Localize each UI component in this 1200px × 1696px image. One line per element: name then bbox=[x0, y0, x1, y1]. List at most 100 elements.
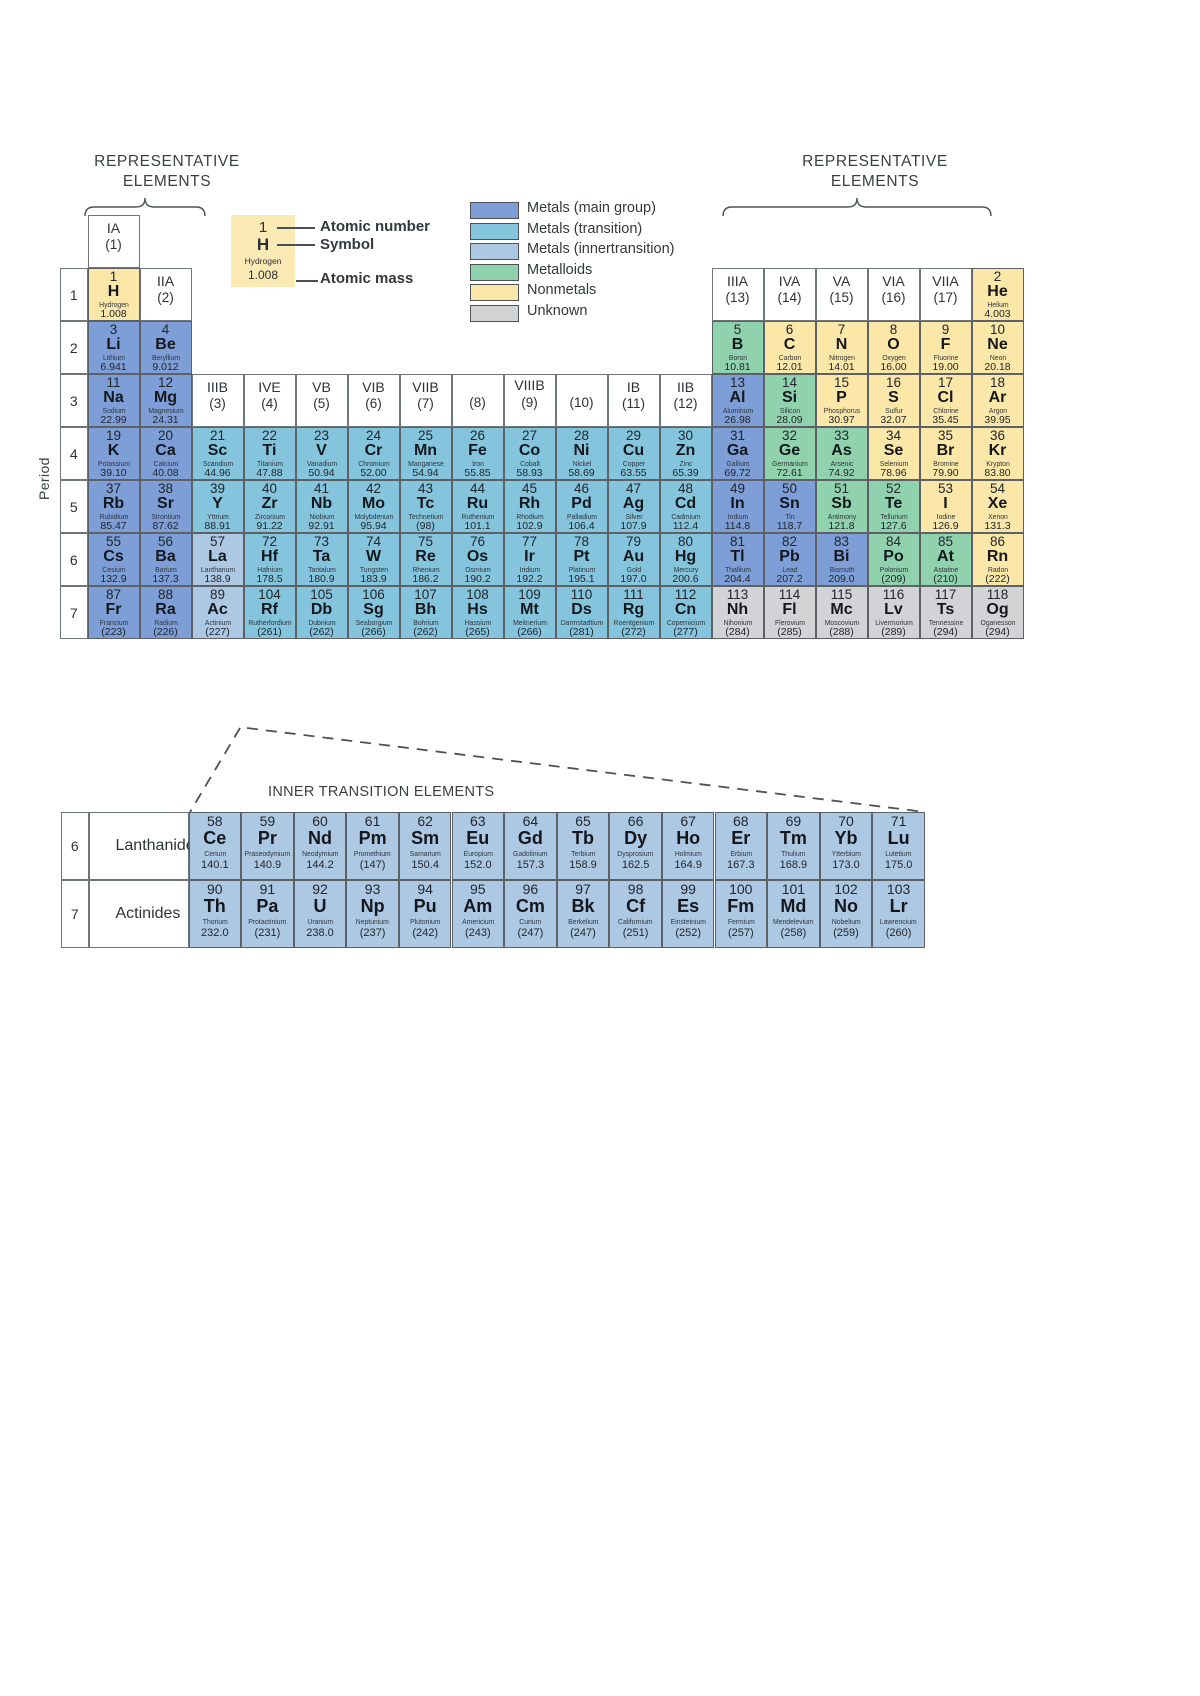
element-cell-Ni[interactable]: 28 Ni Nickel 58.69 bbox=[555, 427, 608, 480]
element-cell-Y[interactable]: 39 Y Yttrium 88.91 bbox=[191, 480, 244, 533]
element-cell-Pd[interactable]: 46 Pd Palladium 106.4 bbox=[555, 480, 608, 533]
element-cell-Rf[interactable]: 104 Rf Rutherfordium (261) bbox=[243, 586, 296, 639]
element-cell-Ti[interactable]: 22 Ti Titanium 47.88 bbox=[243, 427, 296, 480]
element-cell-Dy[interactable]: 66 Dy Dysprosium 162.5 bbox=[609, 812, 662, 880]
element-cell-Pa[interactable]: 91 Pa Protactinium (231) bbox=[241, 880, 294, 948]
element-cell-Fl[interactable]: 114 Fl Flerovium (285) bbox=[763, 586, 816, 639]
element-cell-Sn[interactable]: 50 Sn Tin 118.7 bbox=[763, 480, 816, 533]
element-cell-Ho[interactable]: 67 Ho Holmium 164.9 bbox=[661, 812, 715, 880]
element-cell-Se[interactable]: 34 Se Selenium 78.96 bbox=[867, 427, 920, 480]
element-cell-N[interactable]: 7 N Nitrogen 14.01 bbox=[815, 321, 868, 374]
element-cell-Pt[interactable]: 78 Pt Platinum 195.1 bbox=[555, 533, 608, 586]
element-cell-Bk[interactable]: 97 Bk Berkelium (247) bbox=[556, 880, 610, 948]
element-cell-Po[interactable]: 84 Po Polonium (209) bbox=[867, 533, 920, 586]
element-cell-Sm[interactable]: 62 Sm Samarium 150.4 bbox=[398, 812, 452, 880]
element-cell-Lv[interactable]: 116 Lv Livermorium (289) bbox=[867, 586, 920, 639]
element-cell-Cd[interactable]: 48 Cd Cadmium 112.4 bbox=[659, 480, 712, 533]
element-cell-In[interactable]: 49 In Indium 114.8 bbox=[711, 480, 764, 533]
element-cell-Ru[interactable]: 44 Ru Ruthenium 101.1 bbox=[451, 480, 504, 533]
element-cell-Si[interactable]: 14 Si Silicon 28.09 bbox=[763, 374, 816, 427]
element-cell-Pm[interactable]: 61 Pm Promethium (147) bbox=[346, 812, 399, 880]
element-cell-Mo[interactable]: 42 Mo Molybdenum 95.94 bbox=[347, 480, 400, 533]
element-cell-Co[interactable]: 27 Co Cobalt 58.93 bbox=[503, 427, 556, 480]
element-cell-Ne[interactable]: 10 Ne Neon 20.18 bbox=[971, 321, 1024, 374]
element-cell-Ts[interactable]: 117 Ts Tennessine (294) bbox=[919, 586, 972, 639]
element-cell-Rn[interactable]: 86 Rn Radon (222) bbox=[971, 533, 1024, 586]
element-cell-Tb[interactable]: 65 Tb Terbium 158.9 bbox=[556, 812, 610, 880]
element-cell-As[interactable]: 33 As Arsenic 74.92 bbox=[815, 427, 868, 480]
element-cell-Yb[interactable]: 70 Yb Ytterbium 173.0 bbox=[819, 812, 873, 880]
element-cell-Eu[interactable]: 63 Eu Europium 152.0 bbox=[451, 812, 505, 880]
element-cell-O[interactable]: 8 O Oxygen 16.00 bbox=[867, 321, 920, 374]
element-cell-Db[interactable]: 105 Db Dubnium (262) bbox=[295, 586, 348, 639]
element-cell-Bi[interactable]: 83 Bi Bismuth 209.0 bbox=[815, 533, 868, 586]
element-cell-Kr[interactable]: 36 Kr Krypton 83.80 bbox=[971, 427, 1024, 480]
element-cell-Ca[interactable]: 20 Ca Calcium 40.08 bbox=[139, 427, 192, 480]
element-cell-Fr[interactable]: 87 Fr Francium (223) bbox=[87, 586, 140, 639]
element-cell-Be[interactable]: 4 Be Beryllium 9.012 bbox=[139, 321, 192, 374]
element-cell-Cl[interactable]: 17 Cl Chlorine 35.45 bbox=[919, 374, 972, 427]
element-cell-V[interactable]: 23 V Vanadium 50.94 bbox=[295, 427, 348, 480]
element-cell-Nd[interactable]: 60 Nd Neodymium 144.2 bbox=[293, 812, 347, 880]
element-cell-U[interactable]: 92 U Uranium 238.0 bbox=[293, 880, 347, 948]
element-cell-Xe[interactable]: 54 Xe Xenon 131.3 bbox=[971, 480, 1024, 533]
element-cell-Ds[interactable]: 110 Ds Darmstadtium (281) bbox=[555, 586, 608, 639]
element-cell-Sb[interactable]: 51 Sb Antimony 121.8 bbox=[815, 480, 868, 533]
element-cell-Mg[interactable]: 12 Mg Magnesium 24.31 bbox=[139, 374, 192, 427]
element-cell-Ge[interactable]: 32 Ge Germanium 72.61 bbox=[763, 427, 816, 480]
element-cell-Fm[interactable]: 100 Fm Fermium (257) bbox=[714, 880, 768, 948]
element-cell-Na[interactable]: 11 Na Sodium 22.99 bbox=[87, 374, 140, 427]
element-cell-P[interactable]: 15 P Phosphorus 30.97 bbox=[815, 374, 868, 427]
element-cell-Sc[interactable]: 21 Sc Scandium 44.96 bbox=[191, 427, 244, 480]
element-cell-He[interactable]: 2 He Helium 4.003 bbox=[971, 268, 1024, 321]
element-cell-I[interactable]: 53 I Iodine 126.9 bbox=[919, 480, 972, 533]
element-cell-Mt[interactable]: 109 Mt Meitnerium (266) bbox=[503, 586, 556, 639]
element-cell-Np[interactable]: 93 Np Neptunium (237) bbox=[346, 880, 399, 948]
element-cell-C[interactable]: 6 C Carbon 12.01 bbox=[763, 321, 816, 374]
element-cell-Li[interactable]: 3 Li Lithium 6.941 bbox=[87, 321, 140, 374]
element-cell-Pb[interactable]: 82 Pb Lead 207.2 bbox=[763, 533, 816, 586]
element-cell-Cs[interactable]: 55 Cs Cesium 132.9 bbox=[87, 533, 140, 586]
element-cell-Mc[interactable]: 115 Mc Moscovium (288) bbox=[815, 586, 868, 639]
element-cell-Hf[interactable]: 72 Hf Hafnium 178.5 bbox=[243, 533, 296, 586]
element-cell-Fe[interactable]: 26 Fe Iron 55.85 bbox=[451, 427, 504, 480]
element-cell-F[interactable]: 9 F Fluorine 19.00 bbox=[919, 321, 972, 374]
element-cell-Zn[interactable]: 30 Zn Zinc 65.39 bbox=[659, 427, 712, 480]
element-cell-Ga[interactable]: 31 Ga Gallium 69.72 bbox=[711, 427, 764, 480]
element-cell-Cn[interactable]: 112 Cn Copernicium (277) bbox=[659, 586, 712, 639]
element-cell-S[interactable]: 16 S Sulfur 32.07 bbox=[867, 374, 920, 427]
element-cell-Te[interactable]: 52 Te Tellurium 127.6 bbox=[867, 480, 920, 533]
element-cell-Re[interactable]: 75 Re Rhenium 186.2 bbox=[399, 533, 452, 586]
element-cell-Er[interactable]: 68 Er Erbium 167.3 bbox=[714, 812, 768, 880]
element-cell-Os[interactable]: 76 Os Osmium 190.2 bbox=[451, 533, 504, 586]
element-cell-Ta[interactable]: 73 Ta Tantalum 180.9 bbox=[295, 533, 348, 586]
element-cell-Ac[interactable]: 89 Ac Actinium (227) bbox=[191, 586, 244, 639]
element-cell-Pu[interactable]: 94 Pu Plutonium (242) bbox=[398, 880, 452, 948]
element-cell-W[interactable]: 74 W Tungsten 183.9 bbox=[347, 533, 400, 586]
element-cell-Au[interactable]: 79 Au Gold 197.0 bbox=[607, 533, 660, 586]
element-cell-Ra[interactable]: 88 Ra Radium (226) bbox=[139, 586, 192, 639]
element-cell-Hg[interactable]: 80 Hg Mercury 200.6 bbox=[659, 533, 712, 586]
element-cell-Ag[interactable]: 47 Ag Silver 107.9 bbox=[607, 480, 660, 533]
element-cell-Zr[interactable]: 40 Zr Zirconium 91.22 bbox=[243, 480, 296, 533]
element-cell-Al[interactable]: 13 Al Aluminum 26.98 bbox=[711, 374, 764, 427]
element-cell-Tc[interactable]: 43 Tc Technetium (98) bbox=[399, 480, 452, 533]
element-cell-Rh[interactable]: 45 Rh Rhodium 102.9 bbox=[503, 480, 556, 533]
element-cell-Md[interactable]: 101 Md Mendelevium (258) bbox=[767, 880, 820, 948]
element-cell-Sr[interactable]: 38 Sr Strontium 87.62 bbox=[139, 480, 192, 533]
element-cell-K[interactable]: 19 K Potassium 39.10 bbox=[87, 427, 140, 480]
element-cell-Rb[interactable]: 37 Rb Rubidium 85.47 bbox=[87, 480, 140, 533]
element-cell-Es[interactable]: 99 Es Einsteinium (252) bbox=[661, 880, 715, 948]
element-cell-Og[interactable]: 118 Og Oganesson (294) bbox=[971, 586, 1024, 639]
element-cell-Lr[interactable]: 103 Lr Lawrencium (260) bbox=[872, 880, 925, 948]
element-cell-B[interactable]: 5 B Boron 10.81 bbox=[711, 321, 764, 374]
element-cell-Nh[interactable]: 113 Nh Nihonium (284) bbox=[711, 586, 764, 639]
element-cell-Ce[interactable]: 58 Ce Cerium 140.1 bbox=[188, 812, 242, 880]
element-cell-Th[interactable]: 90 Th Thorium 232.0 bbox=[188, 880, 242, 948]
element-cell-Rg[interactable]: 111 Rg Roentgenium (272) bbox=[607, 586, 660, 639]
element-cell-At[interactable]: 85 At Astatine (210) bbox=[919, 533, 972, 586]
element-cell-Bh[interactable]: 107 Bh Bohrium (262) bbox=[399, 586, 452, 639]
element-cell-Ar[interactable]: 18 Ar Argon 39.95 bbox=[971, 374, 1024, 427]
element-cell-Am[interactable]: 95 Am Americium (243) bbox=[451, 880, 505, 948]
element-cell-Cr[interactable]: 24 Cr Chromium 52.00 bbox=[347, 427, 400, 480]
